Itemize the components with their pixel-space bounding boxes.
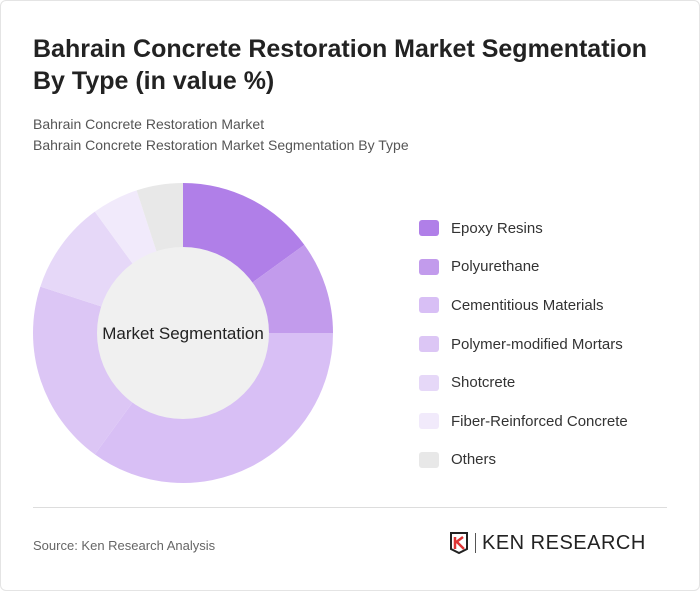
legend-label: Polymer-modified Mortars: [451, 335, 623, 353]
legend-swatch: [419, 220, 439, 237]
chart-title: Bahrain Concrete Restoration Market Segm…: [33, 35, 648, 95]
legend-item: Polymer-modified Mortars: [419, 325, 628, 364]
subtitle-market: Bahrain Concrete Restoration Market: [33, 116, 265, 132]
source-note: Source: Ken Research Analysis: [33, 538, 216, 553]
legend-item: Cementitious Materials: [419, 286, 628, 325]
donut-chart: Market Segmentation: [33, 183, 333, 483]
ken-research-logo: KEN RESEARCH: [449, 531, 646, 555]
legend-label: Shotcrete: [451, 374, 516, 392]
legend-swatch: [419, 374, 439, 391]
legend-item: Shotcrete: [419, 363, 628, 402]
legend-item: Epoxy Resins: [419, 209, 628, 248]
legend: Epoxy Resins Polyurethane Cementitious Mat…: [419, 209, 628, 479]
legend-swatch: [419, 336, 439, 353]
legend-item: Fiber-Reinforced Concrete: [419, 402, 628, 441]
legend-label: Polyurethane: [451, 258, 540, 276]
divider: [33, 507, 667, 508]
legend-item: Others: [419, 441, 628, 480]
legend-item: Polyurethane: [419, 248, 628, 287]
legend-swatch: [419, 258, 439, 275]
logo-text: KEN RESEARCH: [475, 533, 646, 553]
donut-center: [97, 247, 269, 419]
legend-label: Fiber-Reinforced Concrete: [451, 412, 628, 430]
legend-label: Cementitious Materials: [451, 296, 604, 314]
legend-swatch: [419, 413, 439, 430]
legend-swatch: [419, 297, 439, 314]
ken-logo-icon: [450, 532, 468, 555]
legend-label: Epoxy Resins: [451, 219, 543, 237]
legend-label: Others: [451, 451, 497, 469]
subtitle-segmentation: Bahrain Concrete Restoration Market Segm…: [33, 137, 409, 153]
center-label: Market Segmentation: [102, 324, 264, 343]
legend-swatch: [419, 451, 439, 468]
